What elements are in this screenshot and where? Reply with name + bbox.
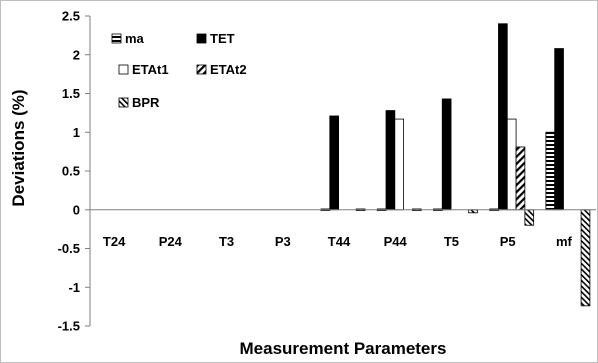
axes xyxy=(89,16,596,326)
bar-TET-mf xyxy=(554,48,564,211)
bar-ETAt2-P5 xyxy=(515,146,526,211)
x-tick-label: P44 xyxy=(384,234,408,249)
y-tick-label: 2 xyxy=(73,47,80,62)
legend-swatch xyxy=(196,64,207,75)
x-tick-label: T44 xyxy=(328,234,351,249)
bar-TET-P44 xyxy=(385,110,396,211)
bar-BPR-mf xyxy=(580,209,591,307)
legend: ma TET ETAt1 ETAt2 BPR xyxy=(111,31,247,110)
bar-TET-T44 xyxy=(329,115,339,211)
y-tick-label: 1 xyxy=(73,125,80,140)
y-tick-label: 1.5 xyxy=(62,86,80,101)
y-tick-label: -1 xyxy=(68,280,80,295)
x-tick-label: T24 xyxy=(103,234,126,249)
bar-BPR-P5 xyxy=(524,209,535,226)
bar-ETAt1-P44 xyxy=(394,118,405,211)
y-tick-label: -1.5 xyxy=(58,319,80,334)
x-tick-label: P24 xyxy=(159,234,183,249)
legend-label: TET xyxy=(210,31,235,46)
y-tick-label: -0.5 xyxy=(58,241,80,256)
y-tick-label: 2.5 xyxy=(62,9,80,24)
legend-label: BPR xyxy=(132,95,160,110)
x-tick-label: T5 xyxy=(444,234,459,249)
y-axis-ticks: 2.5 2 1.5 1 0.5 0 -0.5 -1 -1.5 xyxy=(58,9,90,334)
legend-swatch xyxy=(118,97,129,108)
bar-TET-T5 xyxy=(441,98,452,211)
legend-swatch xyxy=(111,33,122,44)
legend-label: ma xyxy=(125,31,145,46)
x-axis-title: Measurement Parameters xyxy=(240,339,447,358)
legend-label: ETAt2 xyxy=(210,62,247,77)
x-tick-label: mf xyxy=(556,234,573,249)
legend-swatch xyxy=(118,64,129,75)
x-tick-label: T3 xyxy=(219,234,234,249)
y-axis-title: Deviations (%) xyxy=(9,89,28,206)
x-axis-categories: T24 P24 T3 P3 T44 P44 T5 P5 mf xyxy=(103,234,573,249)
x-tick-label: P3 xyxy=(275,234,291,249)
bar-ma-mf xyxy=(545,131,556,211)
legend-label: ETAt1 xyxy=(132,62,169,77)
bar-ETAt1-P5 xyxy=(506,118,517,211)
y-tick-label: 0.5 xyxy=(62,164,80,179)
legend-swatch xyxy=(196,33,207,44)
bar-TET-P5 xyxy=(498,23,508,211)
x-tick-label: P5 xyxy=(500,234,516,249)
y-tick-label: 0 xyxy=(73,202,80,217)
